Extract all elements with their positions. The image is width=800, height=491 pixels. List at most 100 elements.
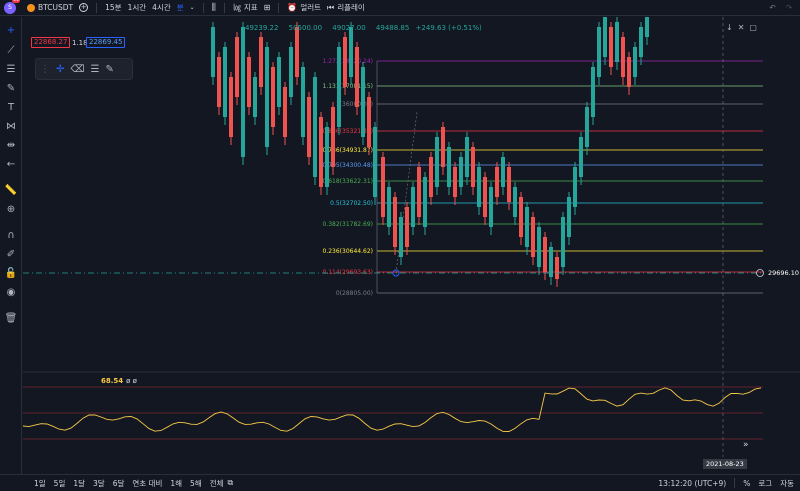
fib-label: 0.618(33622.31): [323, 178, 374, 185]
candle-body: [271, 67, 275, 127]
ohlc-low: 49027.00: [332, 24, 366, 32]
candle-body: [423, 177, 427, 227]
rsi-value: 68.54: [101, 377, 124, 385]
candle-body: [337, 47, 341, 127]
timeframe-custom[interactable]: 분: [176, 3, 184, 12]
date-range-icon[interactable]: ⧉: [227, 478, 234, 487]
close-icon[interactable]: ✕: [737, 23, 745, 32]
fib-label: 0.705(34300.48): [323, 162, 374, 169]
candle-body: [289, 47, 293, 97]
templates-icon[interactable]: ⊞: [263, 3, 271, 12]
avatar[interactable]: S 11: [4, 0, 20, 14]
period-6[interactable]: 1해: [170, 478, 183, 488]
candle-body: [411, 187, 415, 227]
candle-body: [597, 27, 601, 77]
timeframe-4h[interactable]: 4시간: [152, 3, 171, 12]
text-icon[interactable]: T: [7, 101, 15, 113]
trendline-icon[interactable]: ⟋: [7, 44, 15, 56]
rsi-line: [23, 387, 762, 432]
candle-body: [603, 17, 607, 57]
drag-handle-icon[interactable]: ⋮: [40, 63, 50, 75]
fib-label: 1(36000.00): [336, 101, 373, 108]
candle-body: [537, 227, 541, 267]
candle-body: [483, 177, 487, 217]
redo-icon[interactable]: ↷: [785, 3, 792, 12]
price-chart[interactable]: 1.272(38720.24) 1.131(37081.15) 1(36000.00…: [23, 17, 800, 474]
candle-body: [241, 27, 245, 157]
eye-icon[interactable]: ◉: [6, 286, 16, 298]
period-1[interactable]: 5일: [53, 478, 66, 488]
ohlc-close: 49488.85: [375, 24, 410, 32]
timeframe-1h[interactable]: 1시간: [127, 3, 147, 12]
eraser-icon[interactable]: ⌫: [70, 63, 85, 75]
hlines-icon[interactable]: ☰: [6, 63, 16, 75]
ohlc-high: 50500.00: [288, 24, 323, 32]
maximize-icon[interactable]: ▢: [749, 23, 757, 32]
period-4[interactable]: 6달: [112, 478, 125, 488]
fib-label: 1.272(38720.24): [323, 58, 374, 65]
clock[interactable]: 13:12:20 (UTC+9): [658, 478, 727, 488]
candle-body: [399, 217, 403, 257]
timeframe-15m[interactable]: 15분: [105, 3, 122, 12]
undo-icon[interactable]: ↶: [769, 3, 776, 12]
period-3[interactable]: 3달: [93, 478, 105, 488]
arrow-down-icon[interactable]: ↓: [726, 23, 733, 32]
candle-body: [361, 67, 365, 137]
bottom-toolbar: 1일 5일 1달 3달 6달 연초 대비 1해 5해 전체 ⧉ 13:12:20 (UTC+9)…: [0, 474, 800, 491]
period-5[interactable]: 연초 대비: [132, 478, 163, 488]
zoom-icon[interactable]: ⊕: [6, 203, 16, 215]
alert-button[interactable]: ⏰ 얼러트: [287, 3, 322, 12]
percent-toggle[interactable]: %: [743, 478, 751, 488]
trash-icon[interactable]: 🗑: [4, 312, 18, 324]
candle-body: [229, 77, 233, 137]
crosshair-date-label: 2021-08-23: [703, 459, 747, 469]
candle-body: [501, 157, 505, 187]
period-7[interactable]: 5해: [190, 478, 202, 488]
replay-button[interactable]: ⏮ 리플레이: [327, 2, 365, 13]
period-2[interactable]: 1달: [73, 478, 86, 488]
candle-body: [489, 187, 493, 227]
top-toolbar: S 11 BTCUSDT + 15분 1시간 4시간 분 ⌄ ⫼ ㏒ 지표 ⊞ ⏰ 얼…: [0, 0, 800, 16]
brush-icon[interactable]: ✎: [6, 82, 16, 94]
candle-body: [561, 217, 565, 267]
lock-icon[interactable]: 🔓: [4, 267, 18, 279]
candle-body: [453, 167, 457, 197]
candle-body: [633, 47, 637, 77]
symbol-search[interactable]: BTCUSDT: [24, 3, 76, 12]
period-8[interactable]: 전체: [209, 478, 224, 488]
candle-body: [295, 27, 299, 77]
candle-body: [265, 47, 269, 147]
cross-icon[interactable]: +: [6, 24, 16, 36]
arrow-left-icon[interactable]: ←: [6, 158, 16, 170]
candle-type-icon[interactable]: ⫼: [211, 2, 216, 13]
notification-badge: 11: [12, 0, 20, 3]
indicators-button[interactable]: ㏒ 지표: [232, 3, 258, 12]
spread-value: 1.18: [72, 39, 88, 47]
scroll-right-icon[interactable]: »: [743, 440, 749, 450]
period-0[interactable]: 1일: [34, 478, 46, 488]
magnet-icon[interactable]: ∩: [7, 229, 15, 241]
pattern-icon[interactable]: ⋈: [6, 120, 16, 132]
candle-body: [441, 127, 445, 167]
lock-draw-icon[interactable]: ✐: [6, 248, 16, 260]
fib-label: 0.236(30644.62): [323, 248, 374, 255]
compare-button[interactable]: +: [76, 3, 91, 12]
log-toggle[interactable]: 로그: [758, 478, 773, 488]
rsi-settings-icons[interactable]: ø ø: [126, 377, 137, 385]
candle-body: [573, 167, 577, 207]
pen-icon[interactable]: ✎: [105, 63, 114, 75]
ohlc-change: +249.63 (+0.51%): [415, 24, 482, 32]
candle-body: [367, 97, 371, 147]
crosshair-tool-icon[interactable]: ✛: [56, 63, 65, 75]
sell-price-box[interactable]: 22868.27: [31, 37, 71, 48]
timeframe-dropdown[interactable]: ⌄: [189, 4, 195, 11]
auto-toggle[interactable]: 자동: [780, 478, 794, 488]
buy-price-box[interactable]: 22869.45: [86, 37, 126, 48]
measure-icon[interactable]: ⇹: [6, 139, 16, 151]
ruler-icon[interactable]: 📏: [4, 184, 18, 196]
candle-body: [513, 187, 517, 217]
candle-body: [307, 97, 311, 157]
candle-body: [621, 37, 625, 77]
candle-body: [543, 237, 547, 272]
lines-icon[interactable]: ☰: [90, 63, 100, 75]
